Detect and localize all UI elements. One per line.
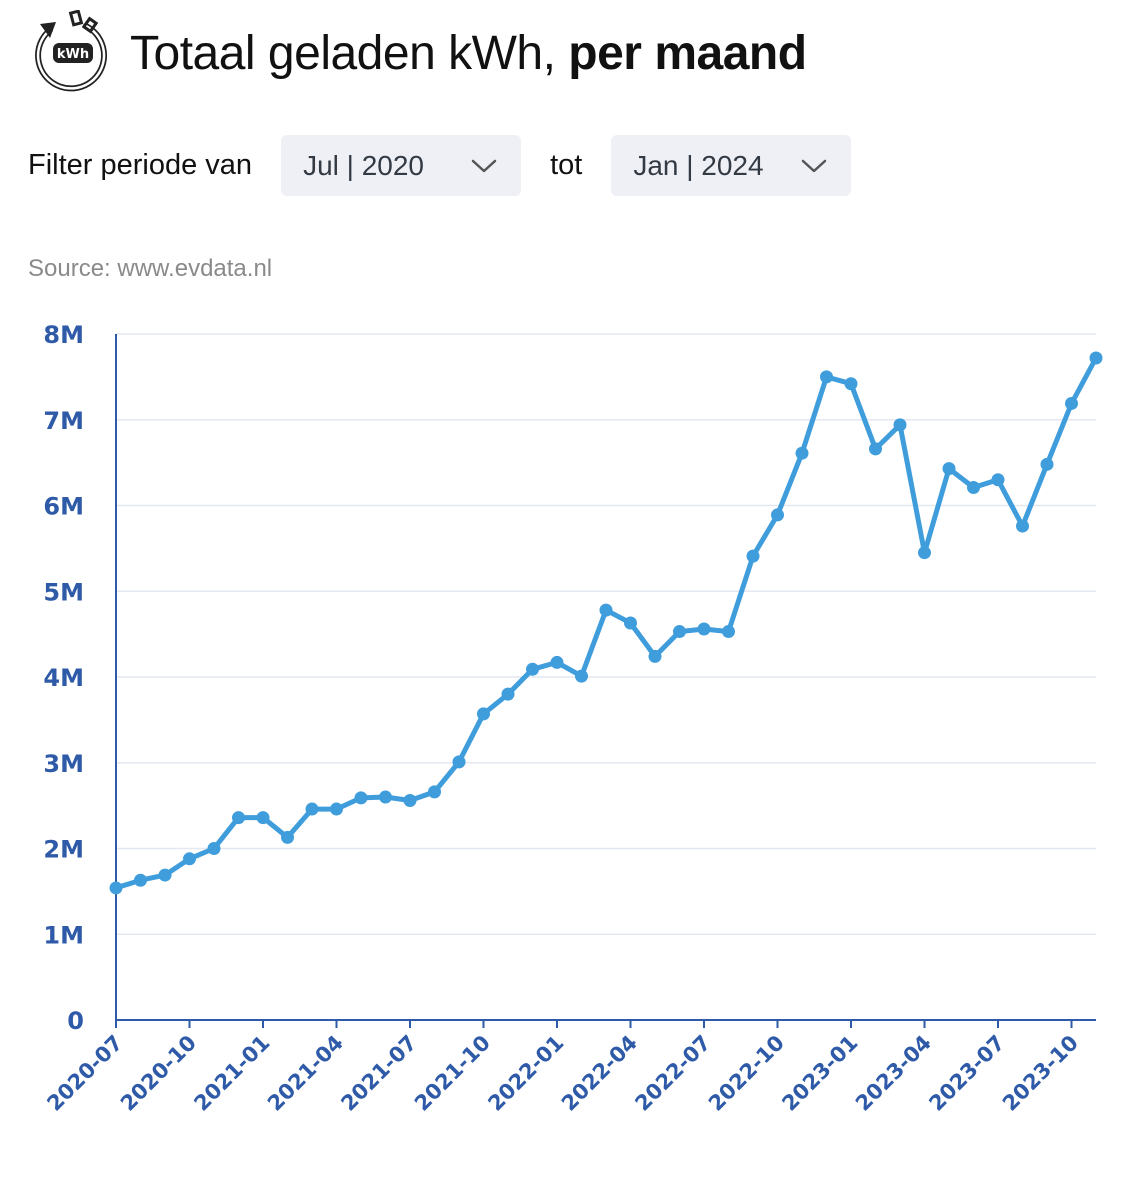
period-from-select[interactable]: Jul | 2020 <box>281 135 522 196</box>
x-tick-label: 2022-07 <box>630 1031 715 1116</box>
period-to-value: Jan | 2024 <box>633 149 764 181</box>
data-point <box>1065 396 1078 410</box>
data-point <box>501 687 515 701</box>
y-tick-label: 1M <box>43 921 84 949</box>
data-point <box>648 649 662 663</box>
data-point <box>526 662 539 676</box>
data-point <box>403 793 417 807</box>
x-tick-label: 2022-01 <box>483 1031 568 1116</box>
filter-label: Filter periode van <box>28 149 253 181</box>
x-tick-label: 2021-07 <box>336 1031 421 1116</box>
x-tick-label: 2020-07 <box>42 1031 127 1116</box>
data-point <box>844 377 858 391</box>
logo-kwh-label: kWh <box>57 47 89 62</box>
x-tick-label: 2022-04 <box>557 1031 642 1116</box>
data-point <box>256 811 270 825</box>
title-bold: per maand <box>568 26 807 80</box>
data-point <box>1089 351 1103 365</box>
data-point <box>869 442 882 456</box>
y-tick-label: 5M <box>43 578 84 606</box>
x-tick-label: 2022-10 <box>704 1031 789 1116</box>
source-note: Source: www.evdata.nl <box>28 255 273 282</box>
chevron-down-icon <box>471 159 497 172</box>
data-point <box>134 873 147 887</box>
data-point <box>697 622 711 636</box>
data-point <box>1016 519 1029 533</box>
to-label: tot <box>550 149 583 181</box>
chevron-down-icon <box>802 159 827 172</box>
data-point <box>232 811 245 825</box>
chart-header: kWh Totaal geladen kWh, per maand <box>26 10 807 96</box>
data-point <box>281 830 294 844</box>
data-point <box>746 549 760 563</box>
data-point <box>967 480 980 494</box>
x-tick-label: 2023-07 <box>924 1031 1009 1116</box>
data-point <box>330 802 343 816</box>
data-point <box>354 791 368 805</box>
data-point <box>771 508 784 522</box>
page-title: Totaal geladen kWh, per maand <box>130 26 807 81</box>
data-point <box>991 473 1005 487</box>
period-to-select[interactable]: Jan | 2024 <box>611 135 852 196</box>
series-line <box>113 355 1099 891</box>
data-point <box>893 418 907 432</box>
x-tick-label: 2023-04 <box>851 1031 936 1116</box>
y-tick-label: 4M <box>43 664 84 692</box>
y-tick-label: 2M <box>43 836 84 864</box>
y-tick-label: 0 <box>67 1007 84 1035</box>
y-tick-label: 8M <box>43 321 84 349</box>
data-point <box>722 625 735 639</box>
x-tick-label: 2021-04 <box>263 1031 348 1116</box>
data-point <box>452 755 466 769</box>
x-tick-label: 2020-10 <box>116 1031 201 1116</box>
data-point <box>550 655 564 669</box>
period-from-value: Jul | 2020 <box>303 149 424 181</box>
y-tick-label: 3M <box>43 750 84 778</box>
data-point <box>673 625 686 639</box>
data-point <box>1040 457 1054 471</box>
x-tick-label: 2021-01 <box>189 1031 274 1116</box>
data-point <box>942 462 956 476</box>
x-tick-label: 2021-10 <box>410 1031 495 1116</box>
period-filter: Filter periode van Jul | 2020 tot Jan | … <box>28 135 852 196</box>
data-point <box>428 785 441 799</box>
data-point <box>820 370 833 384</box>
x-tick-label: 2023-01 <box>777 1031 862 1116</box>
data-point <box>918 546 931 560</box>
data-point <box>379 790 392 804</box>
data-point <box>624 616 637 630</box>
y-tick-label: 7M <box>43 407 84 435</box>
x-tick-label: 2023-10 <box>998 1031 1083 1116</box>
data-point <box>795 446 809 460</box>
data-point <box>183 852 196 866</box>
data-point <box>158 868 172 882</box>
data-point <box>305 802 319 816</box>
data-point <box>575 669 588 683</box>
data-point <box>477 707 490 721</box>
title-main: Totaal geladen kWh, <box>130 26 556 80</box>
data-point <box>599 603 613 617</box>
kwh-charge-cycle-icon: kWh <box>35 10 108 92</box>
y-tick-label: 6M <box>43 493 84 521</box>
data-point <box>109 881 123 895</box>
data-point <box>207 842 221 855</box>
